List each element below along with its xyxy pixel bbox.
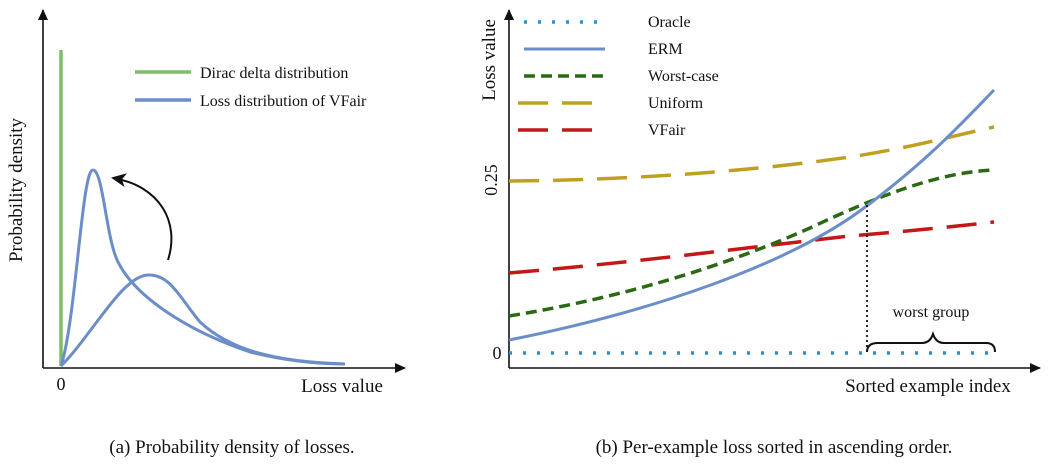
panel-a-xlabel: Loss value xyxy=(301,376,383,397)
legend-label-erm: ERM xyxy=(648,41,683,58)
worst-case-line xyxy=(508,168,995,318)
curved-arrow xyxy=(111,173,173,261)
legend-label-vfair-b: VFair xyxy=(648,122,686,139)
legend-label-oracle: Oracle xyxy=(648,14,691,31)
vfair-narrow-distribution-curve xyxy=(59,168,346,367)
panel-b: Loss value Sorted example index 0 0.25 w… xyxy=(479,9,1041,458)
worst-group-brace xyxy=(866,330,996,353)
panel-b-xlabel: Sorted example index xyxy=(845,376,1011,397)
panel-b-y-tick-0: 0 xyxy=(493,343,502,363)
erm-line xyxy=(508,88,996,342)
legend-label-vfair: Loss distribution of VFair xyxy=(200,93,367,110)
legend-label-uniform: Uniform xyxy=(648,95,704,112)
wide-distribution-curve xyxy=(59,273,346,368)
legend-label-dirac: Dirac delta distribution xyxy=(200,65,348,82)
worst-group-label: worst group xyxy=(893,304,970,321)
panel-a-x-tick-0: 0 xyxy=(57,374,66,394)
vfair-line xyxy=(508,220,995,275)
panel-b-y-tick-025: 0.25 xyxy=(481,164,501,196)
panel-a: Probability density Loss value 0 Dirac d… xyxy=(6,9,406,458)
panel-a-ylabel: Probability density xyxy=(6,117,27,262)
panel-a-caption: (a) Probability density of losses. xyxy=(109,437,354,458)
legend-label-worst-case: Worst-case xyxy=(648,68,719,85)
panel-b-ylabel: Loss value xyxy=(479,19,500,101)
uniform-line xyxy=(508,125,995,183)
panel-b-caption: (b) Per-example loss sorted in ascending… xyxy=(596,437,953,458)
